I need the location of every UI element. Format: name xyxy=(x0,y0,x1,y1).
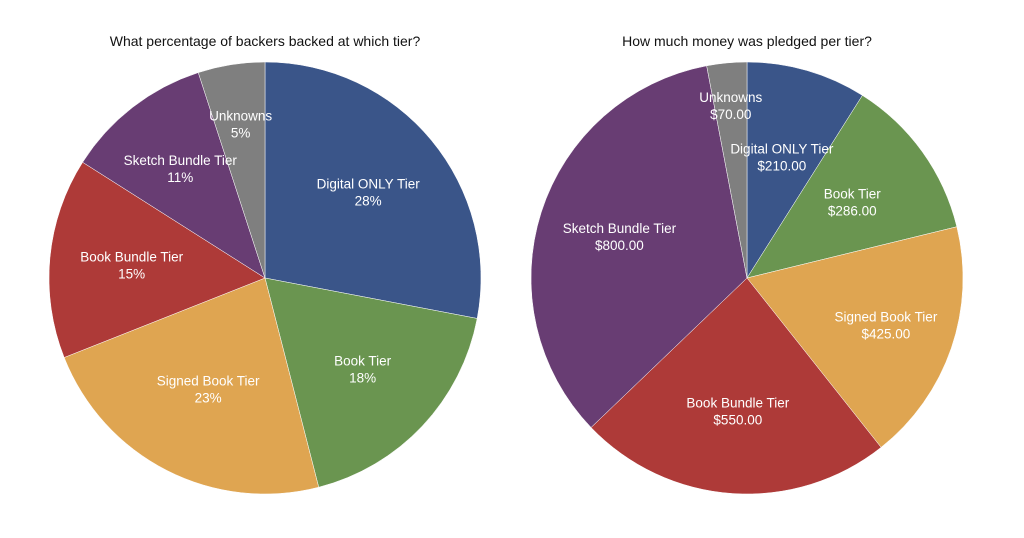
slice-label-name: Book Bundle Tier xyxy=(80,249,183,264)
slice-label-value: $286.00 xyxy=(828,203,877,218)
slice-label-unknowns: Unknowns 5% xyxy=(209,108,272,140)
slice-label-name: Signed Book Tier xyxy=(157,374,260,389)
slice-label-value: $800.00 xyxy=(595,238,644,253)
slice-label-value: 5% xyxy=(231,125,251,140)
pledge-chart-title: How much money was pledged per tier? xyxy=(622,33,872,49)
pie-slice-sketch-bundle-tier xyxy=(82,72,266,279)
pie-slice-signed-book-tier xyxy=(63,277,320,495)
slice-label-name: Unknowns xyxy=(699,90,762,105)
slice-label-value: 11% xyxy=(167,170,193,185)
slice-label-value: $550.00 xyxy=(713,413,762,428)
pie-slice-signed-book-tier xyxy=(746,226,964,448)
slice-label-name: Unknowns xyxy=(209,108,272,123)
pie-slice-book-bundle-tier xyxy=(48,161,266,358)
pie-slice-unknowns xyxy=(706,61,748,279)
slice-label-sketch-bundle-tier: Sketch Bundle Tier $800.00 xyxy=(563,221,677,253)
slice-label-signed-book-tier: Signed Book Tier 23% xyxy=(157,374,260,406)
slice-label-name: Digital ONLY Tier xyxy=(730,142,834,157)
slice-label-signed-book-tier: Signed Book Tier $425.00 xyxy=(835,310,938,342)
pie-slice-digital-only-tier xyxy=(746,61,863,279)
slice-label-value: 15% xyxy=(118,266,145,281)
slice-label-value: 18% xyxy=(349,371,376,386)
pledge-pie-chart: How much money was pledged per tier? Dig… xyxy=(530,33,964,495)
slice-label-book-tier: Book Tier 18% xyxy=(334,354,392,386)
slice-label-book-bundle-tier: Book Bundle Tier $550.00 xyxy=(686,396,789,428)
pie-slice-book-tier xyxy=(746,95,958,279)
pie-slice-digital-only-tier xyxy=(264,61,482,319)
slice-label-sketch-bundle-tier: Sketch Bundle Tier 11% xyxy=(124,153,238,185)
slice-label-value: $425.00 xyxy=(862,327,911,342)
slice-label-book-bundle-tier: Book Bundle Tier 15% xyxy=(80,249,183,281)
slice-label-book-tier: Book Tier $286.00 xyxy=(824,186,882,218)
backers-pie-chart: What percentage of backers backed at whi… xyxy=(48,33,482,495)
slice-label-unknowns: Unknowns $70.00 xyxy=(699,90,762,122)
backers-chart-title: What percentage of backers backed at whi… xyxy=(110,33,421,49)
pie-slice-unknowns xyxy=(197,61,266,279)
slice-label-value: 28% xyxy=(355,194,382,209)
pie-slice-book-tier xyxy=(264,277,478,488)
slice-label-name: Book Bundle Tier xyxy=(686,396,789,411)
slice-label-name: Sketch Bundle Tier xyxy=(563,221,677,236)
slice-label-name: Book Tier xyxy=(824,186,882,201)
pie-slice-sketch-bundle-tier xyxy=(530,65,748,428)
slice-label-value: $70.00 xyxy=(710,107,751,122)
slice-label-value: 23% xyxy=(195,391,222,406)
slice-label-name: Digital ONLY Tier xyxy=(317,177,421,192)
slice-label-name: Signed Book Tier xyxy=(835,310,938,325)
slice-label-name: Book Tier xyxy=(334,354,392,369)
slice-label-digital-only-tier: Digital ONLY Tier 28% xyxy=(317,177,421,209)
slice-label-digital-only-tier: Digital ONLY Tier $210.00 xyxy=(730,142,834,174)
slice-label-value: $210.00 xyxy=(757,159,806,174)
pie-slice-book-bundle-tier xyxy=(590,277,882,495)
slice-label-name: Sketch Bundle Tier xyxy=(124,153,238,168)
